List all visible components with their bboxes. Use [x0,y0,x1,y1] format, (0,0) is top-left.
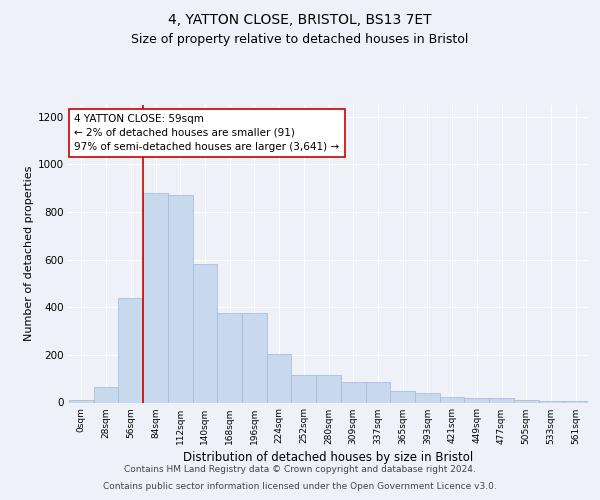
Bar [539,400,563,402]
Bar [168,196,193,402]
Bar [390,390,415,402]
Text: 4 YATTON CLOSE: 59sqm
← 2% of detached houses are smaller (91)
97% of semi-detac: 4 YATTON CLOSE: 59sqm ← 2% of detached h… [74,114,340,152]
Bar [193,264,217,402]
Bar [440,398,464,402]
Bar [292,375,316,402]
Bar [563,400,588,402]
Bar [242,313,267,402]
Text: Contains public sector information licensed under the Open Government Licence v3: Contains public sector information licen… [103,482,497,491]
Text: Contains HM Land Registry data © Crown copyright and database right 2024.: Contains HM Land Registry data © Crown c… [124,465,476,474]
Bar [365,382,390,402]
Bar [489,398,514,402]
Bar [341,382,365,402]
Bar [94,387,118,402]
Bar [69,400,94,402]
X-axis label: Distribution of detached houses by size in Bristol: Distribution of detached houses by size … [184,450,473,464]
Text: 4, YATTON CLOSE, BRISTOL, BS13 7ET: 4, YATTON CLOSE, BRISTOL, BS13 7ET [168,12,432,26]
Bar [514,400,539,402]
Text: Size of property relative to detached houses in Bristol: Size of property relative to detached ho… [131,32,469,46]
Bar [316,375,341,402]
Bar [415,392,440,402]
Y-axis label: Number of detached properties: Number of detached properties [24,166,34,342]
Bar [118,298,143,403]
Bar [464,398,489,402]
Bar [267,354,292,403]
Bar [143,193,168,402]
Bar [217,313,242,402]
